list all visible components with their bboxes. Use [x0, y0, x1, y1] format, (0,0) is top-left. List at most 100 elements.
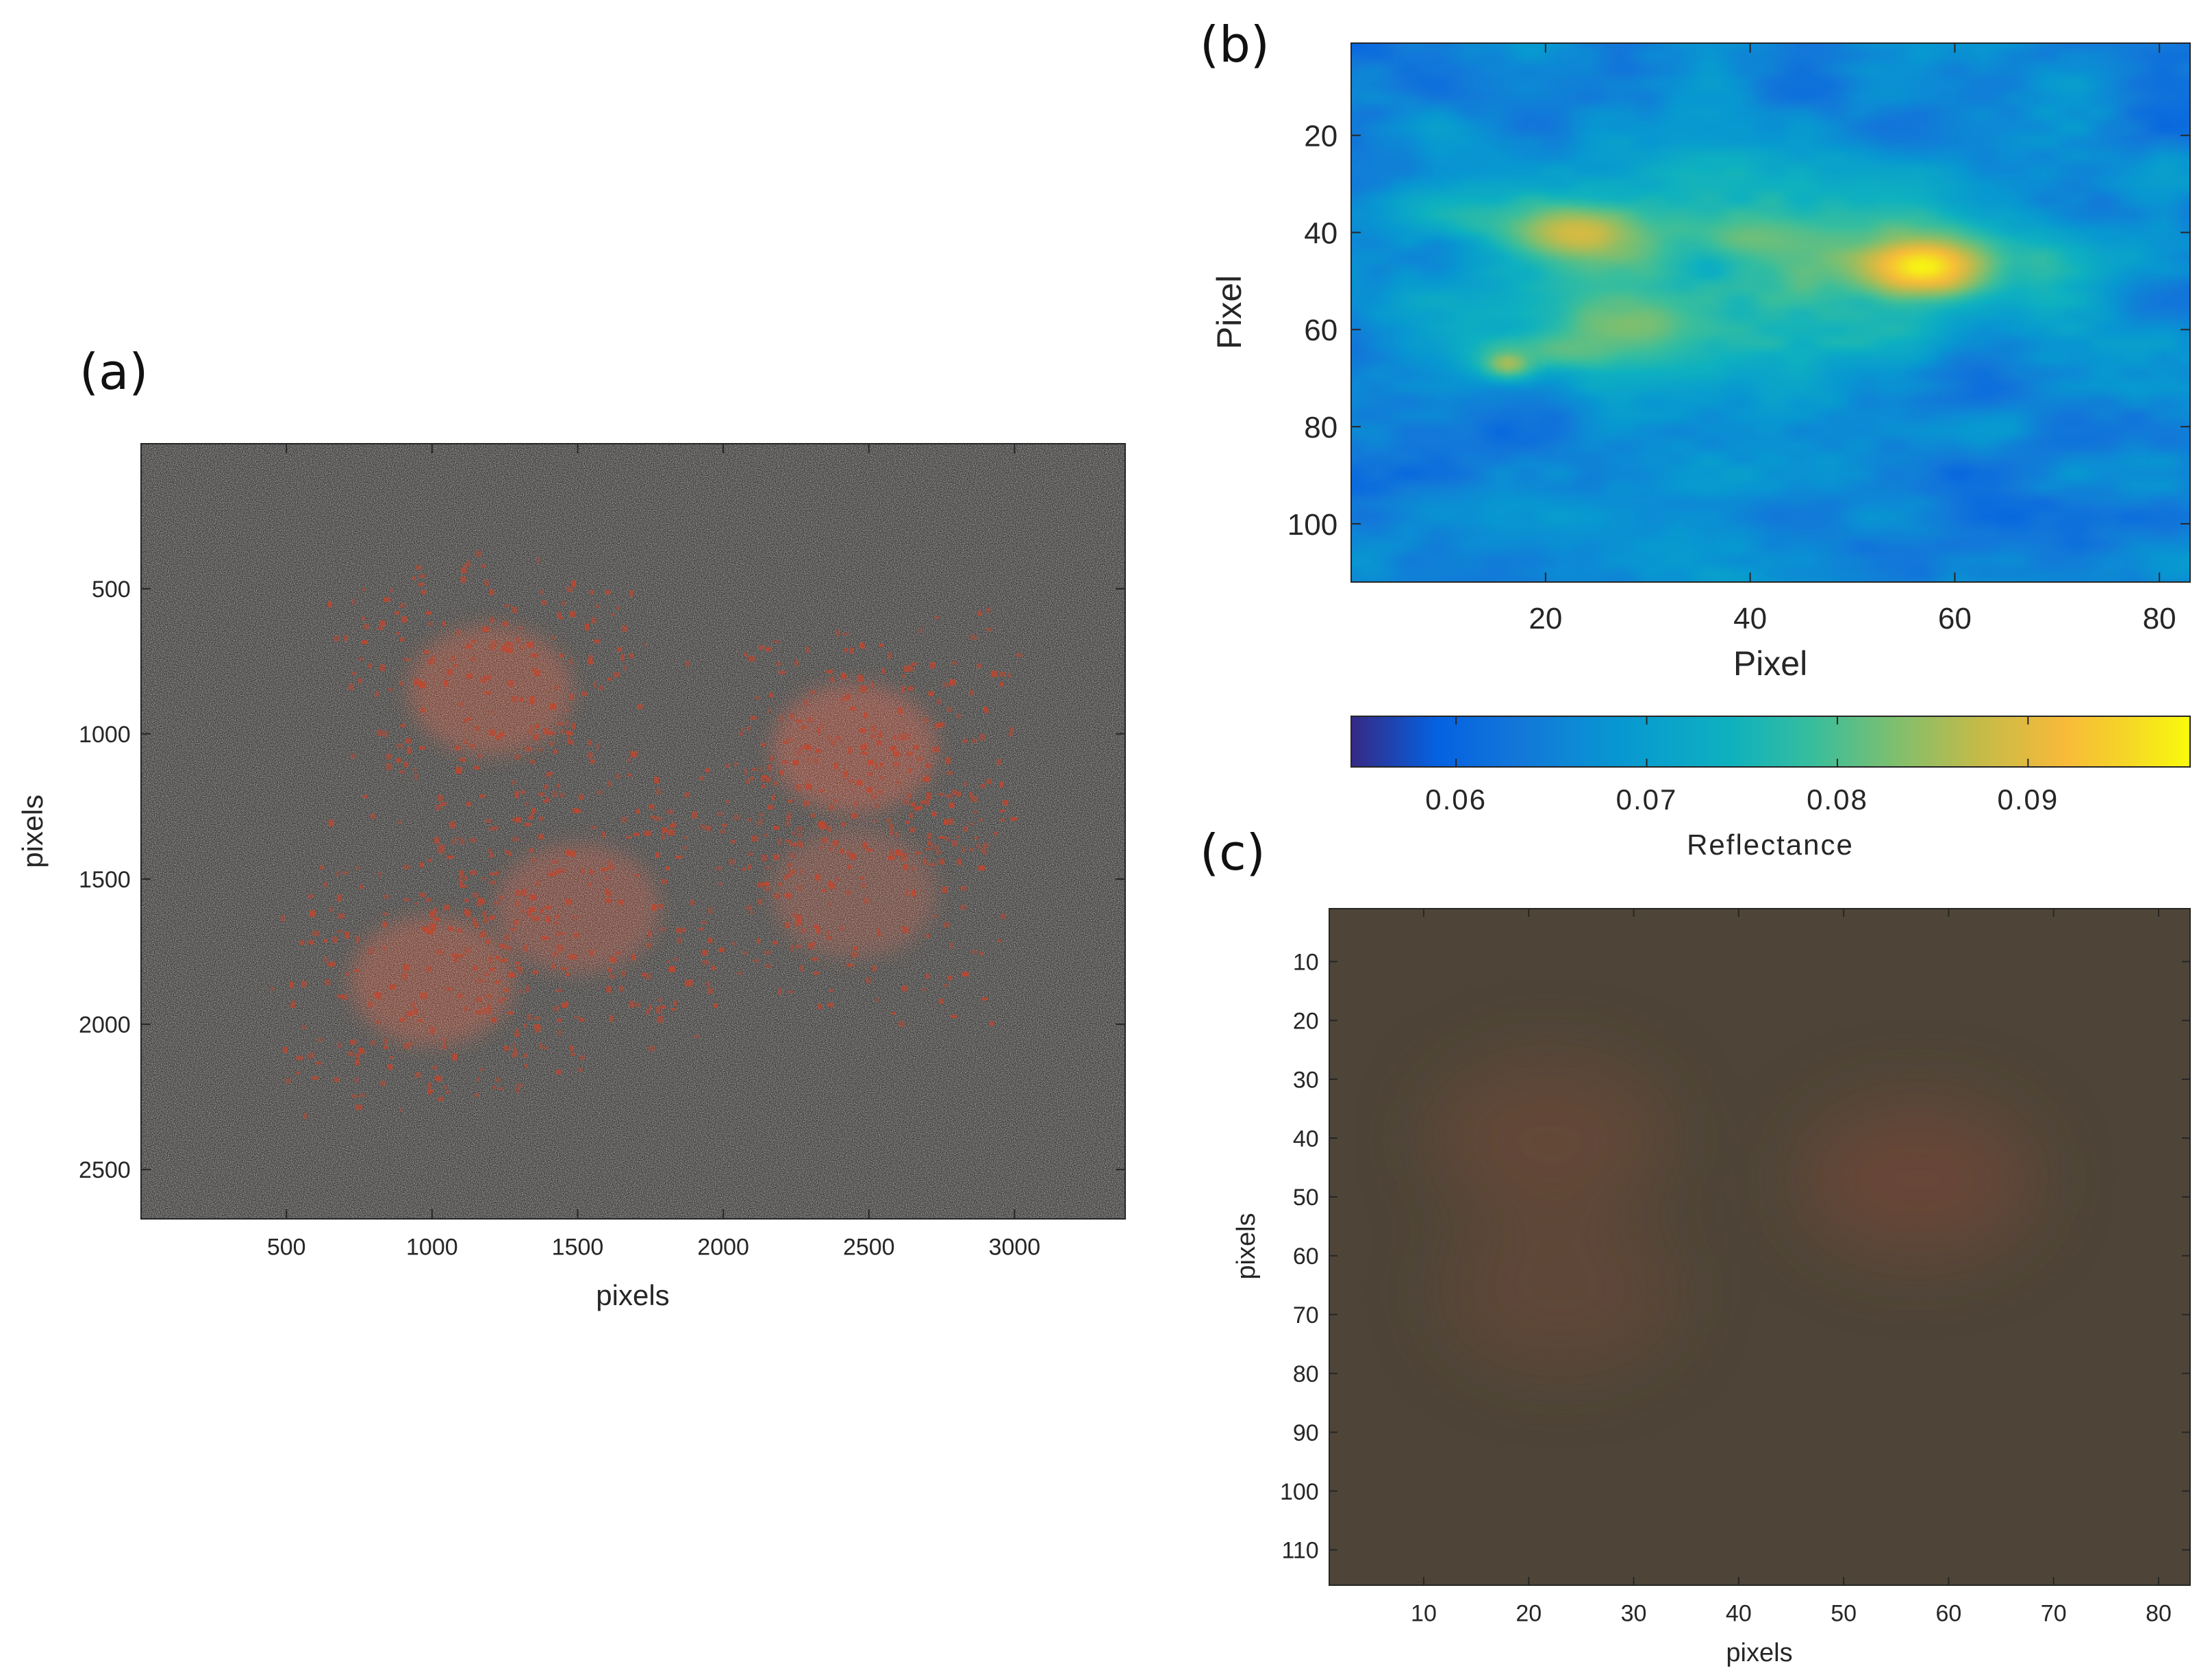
panel-a-speckle — [962, 826, 968, 832]
panel-a-speckle — [826, 931, 830, 935]
panel-a-speckle — [796, 826, 803, 831]
panel-a-speckle — [354, 969, 360, 972]
panel-a-speckle — [414, 1008, 418, 1015]
panel-a-speckle — [434, 1076, 441, 1081]
panel-a-speckle — [756, 821, 760, 826]
panel-a-speckle — [562, 601, 566, 606]
panel-a-speckle — [403, 761, 409, 768]
panel-a-speckle — [483, 676, 490, 679]
panel-a-speckle — [820, 837, 828, 844]
panel-a-speckle — [389, 984, 396, 989]
panel-a-speckle — [433, 917, 440, 922]
panel-b-y-tick-label: 40 — [1304, 216, 1337, 250]
panel-a-speckle — [482, 931, 486, 937]
panel-a-speckle — [488, 729, 496, 736]
panel-a-speckle — [420, 590, 427, 594]
panel-a-speckle — [766, 777, 770, 783]
panel-a-speckle — [328, 820, 334, 826]
panel-a-speckle — [807, 943, 814, 950]
panel-a-speckle — [400, 724, 405, 728]
panel-a-speckle — [794, 920, 801, 926]
panel-a-speckle — [308, 940, 314, 945]
panel-a-speckle — [507, 680, 514, 687]
panel-a-speckle — [673, 957, 679, 961]
panel-a-speckle — [978, 865, 985, 871]
panel-a-speckle — [482, 911, 487, 916]
panel-a-speckle — [368, 663, 372, 668]
panel-a-speckle — [577, 1068, 583, 1072]
panel-a-speckle — [816, 928, 820, 934]
panel-a-speckle — [485, 818, 491, 824]
panel-a-speckle — [513, 1048, 517, 1055]
panel-a-speckle — [947, 818, 954, 825]
panel-a-speckle — [620, 970, 626, 977]
panel-a-speckle — [311, 1051, 314, 1058]
panel-a-speckle — [555, 951, 559, 957]
panel-c-highlight-regions — [1433, 1063, 2034, 1367]
panel-a-speckle — [578, 794, 584, 800]
panel-a-speckle — [415, 565, 422, 570]
panel-a-speckle — [472, 917, 477, 924]
panel-a-speckle — [786, 811, 792, 818]
panel-a-speckle — [705, 768, 710, 772]
panel-a-speckle — [503, 1046, 509, 1051]
panel-a-speckle — [862, 751, 868, 755]
panel-a-speckle — [700, 824, 705, 829]
panel-a-speckle — [795, 719, 803, 723]
panel-a-speckle — [354, 1077, 359, 1083]
panel-a-speckle — [725, 763, 729, 768]
panel-a-speckle — [386, 753, 392, 759]
panel-a-speckle — [689, 900, 695, 906]
panel-a-speckle — [540, 590, 544, 595]
panel-a-speckle — [523, 944, 528, 952]
panel-a-speckle — [486, 940, 490, 944]
panel-a-speckle — [787, 873, 792, 878]
panel-a-speckle — [747, 818, 751, 822]
panel-b-x-tick-label: 60 — [1938, 602, 1972, 635]
panel-a-speckle — [429, 911, 435, 918]
panel-a-speckle — [764, 881, 770, 887]
panel-a-speckle — [713, 1003, 718, 1008]
panel-a-speckle — [905, 889, 909, 897]
panel-a-speckle — [904, 926, 909, 933]
panel-a-speckle — [553, 749, 558, 754]
panel-a-speckle — [312, 931, 319, 936]
panel-a-speckle — [296, 1055, 303, 1061]
panel-a-speckle — [572, 722, 575, 730]
panel-a-speckle — [675, 927, 681, 933]
panel-a-speckle — [531, 807, 536, 814]
panel-a-speckle — [666, 809, 673, 815]
panel-a-speckle — [617, 647, 622, 652]
panel-a-speckle — [489, 589, 494, 596]
panel-a-speckle — [977, 664, 982, 668]
panel-a-speckle — [403, 898, 410, 901]
panel-a-speckle — [761, 854, 767, 861]
panel-a-speckle — [675, 855, 683, 859]
panel-a-speckle — [785, 922, 789, 929]
panel-a-speckle — [846, 850, 851, 856]
panel-a-speckle — [843, 772, 849, 778]
panel-a-speckle — [549, 869, 553, 875]
panel-a-speckle — [864, 897, 870, 904]
panel-a-speckle — [460, 567, 467, 574]
panel-a-speckle — [588, 655, 594, 659]
panel-a-speckle — [867, 759, 875, 766]
panel-a-speckle — [470, 657, 475, 661]
panel-a-speckle — [1003, 800, 1009, 806]
panel-a-speckle — [511, 696, 518, 703]
panel-a-speckle — [797, 885, 801, 891]
panel-a-speckle — [301, 981, 307, 987]
panel-a-speckle — [958, 859, 962, 866]
panel-a-speckle — [529, 759, 536, 764]
panel-a-speckle — [887, 652, 892, 659]
panel-a-speckle — [529, 848, 533, 853]
panel-a-speckle — [826, 935, 832, 940]
panel-a-speckle — [605, 891, 612, 897]
panel-a-speckle — [705, 826, 711, 831]
panel-c-highlight-region — [1444, 1215, 1677, 1367]
panel-c-image-background — [1329, 909, 2190, 1585]
panel-a-speckle — [514, 754, 520, 760]
panel-a-speckle — [956, 791, 962, 797]
panel-a-speckle — [464, 948, 470, 953]
panel-a-speckle — [283, 1046, 288, 1053]
